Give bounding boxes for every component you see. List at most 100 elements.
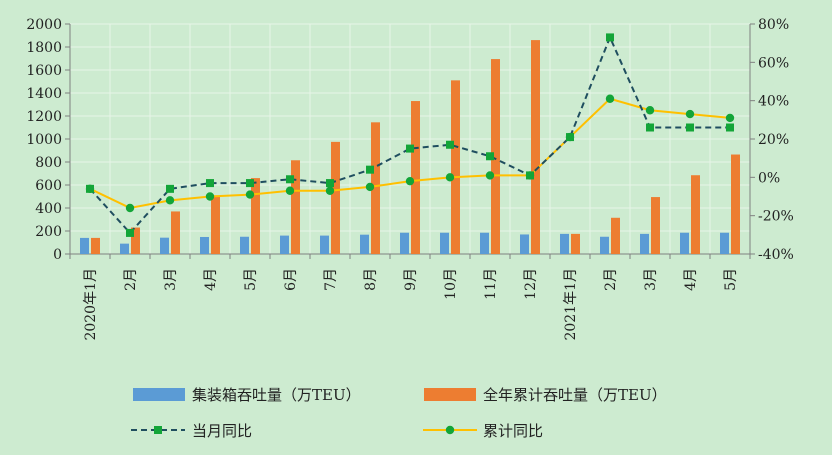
x-tick-label: 4月 bbox=[203, 268, 219, 291]
bar-monthly-teu bbox=[720, 232, 729, 254]
x-tick-label: 8月 bbox=[363, 268, 379, 291]
point-cumulative-yoy bbox=[685, 109, 695, 119]
point-monthly-yoy bbox=[126, 228, 134, 237]
point-cumulative-yoy bbox=[245, 190, 255, 199]
point-monthly-yoy bbox=[406, 144, 414, 153]
point-cumulative-yoy bbox=[125, 203, 135, 213]
point-monthly-yoy bbox=[566, 133, 574, 142]
bar-cumulative-teu bbox=[171, 211, 180, 254]
bar-cumulative-teu bbox=[91, 237, 100, 254]
x-tick-label: 5月 bbox=[723, 268, 739, 291]
left-tick-label: 600 bbox=[35, 178, 62, 194]
x-tick-label: 11月 bbox=[483, 268, 499, 300]
bar-monthly-teu bbox=[640, 233, 649, 254]
left-tick-label: 1600 bbox=[26, 63, 62, 79]
bar-cumulative-teu bbox=[531, 40, 540, 254]
bar-cumulative-teu bbox=[651, 197, 660, 254]
left-tick-label: 200 bbox=[35, 224, 62, 240]
bar-monthly-teu bbox=[440, 232, 449, 254]
bar-monthly-teu bbox=[240, 236, 249, 254]
point-monthly-yoy bbox=[606, 33, 614, 42]
left-tick-label: 1200 bbox=[26, 109, 62, 125]
point-cumulative-yoy bbox=[645, 106, 655, 115]
left-tick-label: 1400 bbox=[26, 86, 62, 102]
point-monthly-yoy bbox=[446, 140, 454, 149]
point-monthly-yoy bbox=[326, 179, 334, 188]
left-tick-label: 1000 bbox=[26, 132, 62, 148]
point-cumulative-yoy bbox=[285, 186, 295, 195]
point-monthly-yoy bbox=[206, 179, 214, 188]
bar-cumulative-teu bbox=[731, 154, 740, 254]
bar-cumulative-teu bbox=[571, 233, 580, 254]
line-monthly-yoy bbox=[89, 34, 730, 235]
x-tick-label: 3月 bbox=[163, 268, 179, 291]
left-tick-label: 0 bbox=[53, 247, 62, 263]
left-tick-label: 1800 bbox=[26, 40, 62, 56]
bar-monthly-teu bbox=[400, 232, 409, 254]
bar-monthly-teu bbox=[80, 237, 89, 254]
bar-cumulative-teu bbox=[451, 80, 460, 254]
legend: 集装箱吞吐量（万TEU） 全年累计吞吐量（万TEU） 当月同比 累计同比 bbox=[131, 386, 667, 440]
point-cumulative-yoy bbox=[325, 186, 335, 195]
point-cumulative-yoy bbox=[365, 182, 375, 192]
point-monthly-yoy bbox=[726, 123, 734, 132]
x-tick-label: 5月 bbox=[243, 268, 259, 291]
bar-monthly-teu bbox=[160, 237, 169, 254]
x-tick-label: 2月 bbox=[603, 268, 619, 291]
bar-cumulative-teu bbox=[251, 178, 260, 254]
x-tick-label: 6月 bbox=[283, 268, 299, 291]
bars-layer bbox=[80, 40, 740, 255]
bar-cumulative-teu bbox=[331, 141, 340, 254]
right-tick-label: 60% bbox=[758, 55, 789, 71]
point-monthly-yoy bbox=[166, 184, 174, 193]
point-cumulative-yoy bbox=[725, 113, 735, 123]
point-monthly-yoy bbox=[486, 152, 494, 161]
left-tick-label: 2000 bbox=[26, 17, 62, 33]
grid-layer bbox=[69, 23, 751, 255]
x-tick-label: 10月 bbox=[443, 268, 459, 300]
point-cumulative-yoy bbox=[485, 171, 495, 180]
right-tick-label: -40% bbox=[758, 247, 794, 263]
ticks-layer: 0 200 400 600 800 1000 1200 1400 1600 1800 2000 -40… bbox=[26, 17, 794, 341]
bar-cumulative-teu bbox=[371, 122, 380, 254]
right-tick-label: 40% bbox=[758, 94, 789, 110]
point-monthly-yoy bbox=[686, 123, 694, 132]
bar-monthly-teu bbox=[320, 235, 329, 254]
point-cumulative-yoy bbox=[405, 176, 415, 186]
legend-marker-cumulative-yoy bbox=[445, 425, 455, 435]
right-tick-label: -20% bbox=[758, 209, 794, 225]
x-tick-label: 2021年1月 bbox=[563, 268, 579, 341]
right-tick-label: 20% bbox=[758, 132, 789, 148]
x-tick-label: 2020年1月 bbox=[83, 268, 99, 341]
point-cumulative-yoy bbox=[605, 94, 615, 103]
bar-monthly-teu bbox=[120, 243, 129, 254]
point-monthly-yoy bbox=[246, 179, 254, 188]
bar-monthly-teu bbox=[480, 232, 489, 254]
bar-monthly-teu bbox=[280, 235, 289, 254]
bar-monthly-teu bbox=[600, 236, 609, 254]
lines-layer bbox=[85, 33, 735, 237]
bar-monthly-teu bbox=[520, 234, 529, 254]
point-cumulative-yoy bbox=[205, 192, 215, 201]
legend-swatch-cumulative-teu bbox=[424, 388, 476, 401]
legend-swatch-monthly-teu bbox=[133, 388, 185, 401]
point-monthly-yoy bbox=[366, 165, 374, 174]
point-monthly-yoy bbox=[646, 123, 654, 132]
point-monthly-yoy bbox=[526, 171, 534, 180]
legend-marker-monthly-yoy bbox=[154, 426, 162, 434]
left-tick-label: 800 bbox=[35, 155, 62, 171]
x-tick-label: 9月 bbox=[403, 268, 419, 291]
point-cumulative-yoy bbox=[165, 196, 175, 205]
bar-monthly-teu bbox=[680, 232, 689, 254]
point-cumulative-yoy bbox=[445, 173, 455, 182]
bar-monthly-teu bbox=[560, 233, 569, 254]
right-tick-label: 80% bbox=[758, 17, 789, 33]
bar-cumulative-teu bbox=[131, 227, 140, 254]
bar-monthly-teu bbox=[360, 234, 369, 254]
legend-label-monthly-yoy: 当月同比 bbox=[192, 422, 252, 440]
x-tick-label: 4月 bbox=[683, 268, 699, 291]
x-tick-label: 3月 bbox=[643, 268, 659, 291]
point-monthly-yoy bbox=[86, 184, 94, 193]
